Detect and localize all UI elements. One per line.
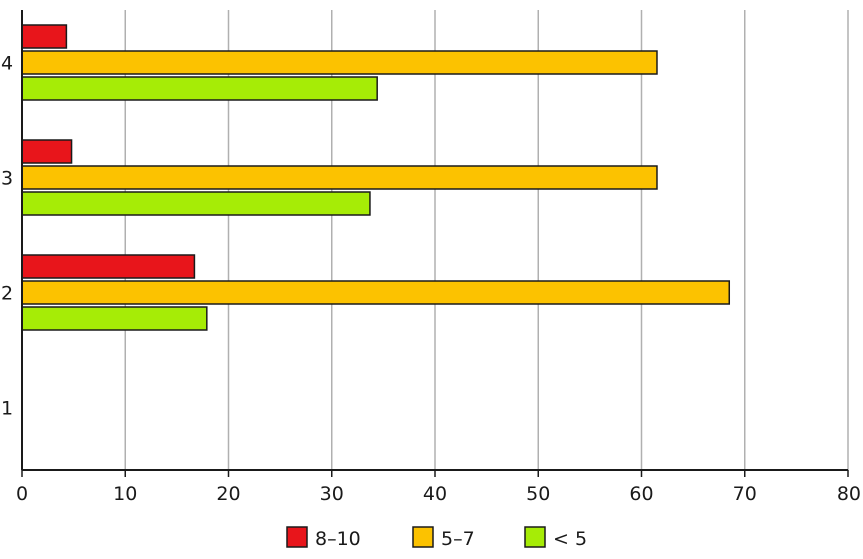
bar-2-3 xyxy=(21,306,208,331)
x-tick-label-0: 0 xyxy=(16,483,28,505)
x-tick-label-40: 40 xyxy=(423,483,447,505)
bar-3-2 xyxy=(21,165,658,190)
bar-4-2 xyxy=(21,50,658,75)
legend-label-2: 5–7 xyxy=(441,528,475,550)
bar-4-3 xyxy=(21,76,378,101)
legend-swatch-2 xyxy=(412,526,434,548)
x-tick-label-10: 10 xyxy=(113,483,137,505)
axes xyxy=(21,10,849,477)
bar-2-2 xyxy=(21,280,731,305)
y-tick-label-4: 4 xyxy=(1,53,13,75)
bars xyxy=(21,24,731,331)
y-tick-labels: 1 2 3 4 xyxy=(1,53,13,420)
y-tick-label-3: 3 xyxy=(1,168,13,190)
legend-swatch-3 xyxy=(524,526,546,548)
bar-3-1 xyxy=(21,139,73,164)
legend-swatch-1 xyxy=(286,526,308,548)
bar-4-1 xyxy=(21,24,68,49)
bar-2-1 xyxy=(21,254,196,279)
x-tick-label-30: 30 xyxy=(320,483,344,505)
x-tick-label-50: 50 xyxy=(526,483,550,505)
legend-label-1: 8–10 xyxy=(315,528,361,550)
bar-3-3 xyxy=(21,191,371,216)
x-tick-label-60: 60 xyxy=(629,483,653,505)
y-tick-label-1: 1 xyxy=(1,398,13,420)
x-tick-label-20: 20 xyxy=(216,483,240,505)
x-tick-label-80: 80 xyxy=(837,483,861,505)
x-tick-labels: 0 10 20 30 40 50 60 70 80 xyxy=(16,483,861,505)
legend: 8–10 5–7 < 5 xyxy=(286,526,587,550)
y-tick-label-2: 2 xyxy=(1,283,13,305)
x-tick-label-70: 70 xyxy=(733,483,757,505)
legend-label-3: < 5 xyxy=(553,528,587,550)
